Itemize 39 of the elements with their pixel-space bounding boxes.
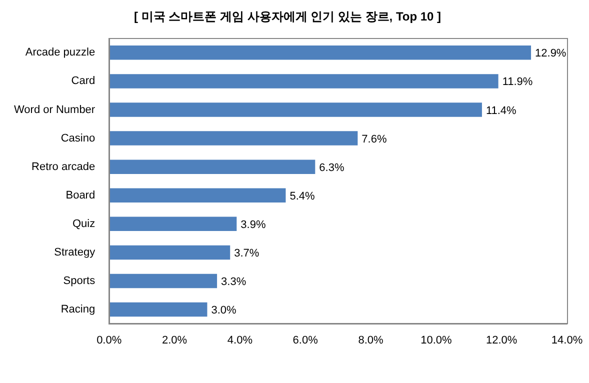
x-tick-label: 10.0% — [420, 334, 452, 346]
data-label: 3.0% — [211, 304, 237, 317]
bar — [109, 74, 498, 88]
x-tick-label: 12.0% — [486, 334, 518, 346]
y-tick-label: Card — [71, 75, 96, 88]
x-tick-label: 2.0% — [162, 334, 188, 346]
data-label: 7.6% — [362, 133, 387, 146]
bar — [109, 302, 208, 317]
data-label: 12.9% — [535, 48, 566, 60]
bar — [109, 131, 358, 146]
data-label: 11.9% — [502, 76, 533, 88]
data-label: 6.3% — [319, 162, 344, 174]
bar — [109, 188, 286, 203]
y-tick-label: Board — [66, 189, 96, 202]
bar — [109, 102, 482, 117]
bar — [109, 274, 218, 288]
x-tick-label: 8.0% — [358, 334, 384, 346]
y-tick-label: Racing — [60, 304, 96, 316]
bar — [109, 245, 230, 260]
y-tick-label: Retro arcade — [32, 160, 96, 173]
bar — [109, 216, 237, 232]
x-tick-label: 0.0% — [96, 334, 122, 346]
y-tick-label: Strategy — [54, 246, 96, 258]
data-label: 3.3% — [221, 276, 246, 288]
data-label: 5.4% — [290, 190, 316, 202]
x-tick-label: 14.0% — [551, 334, 583, 346]
x-tick-label: 6.0% — [292, 334, 318, 346]
chart-title: [ 미국 스마트폰 게임 사용자에게 인기 있는 장르, Top 10 ] — [134, 10, 442, 24]
y-tick-label: Casino — [60, 132, 96, 144]
y-tick-label: Arcade puzzle — [25, 46, 96, 59]
bar — [109, 46, 532, 60]
x-tick-label: 4.0% — [227, 334, 253, 346]
y-tick-label: Quiz — [72, 218, 96, 230]
data-label: 3.7% — [234, 247, 260, 260]
y-tick-label: Sports — [63, 275, 96, 288]
data-label: 3.9% — [240, 218, 266, 231]
y-tick-label: Word or Number — [14, 104, 96, 116]
data-label: 11.4% — [486, 104, 517, 117]
bar — [109, 160, 316, 174]
